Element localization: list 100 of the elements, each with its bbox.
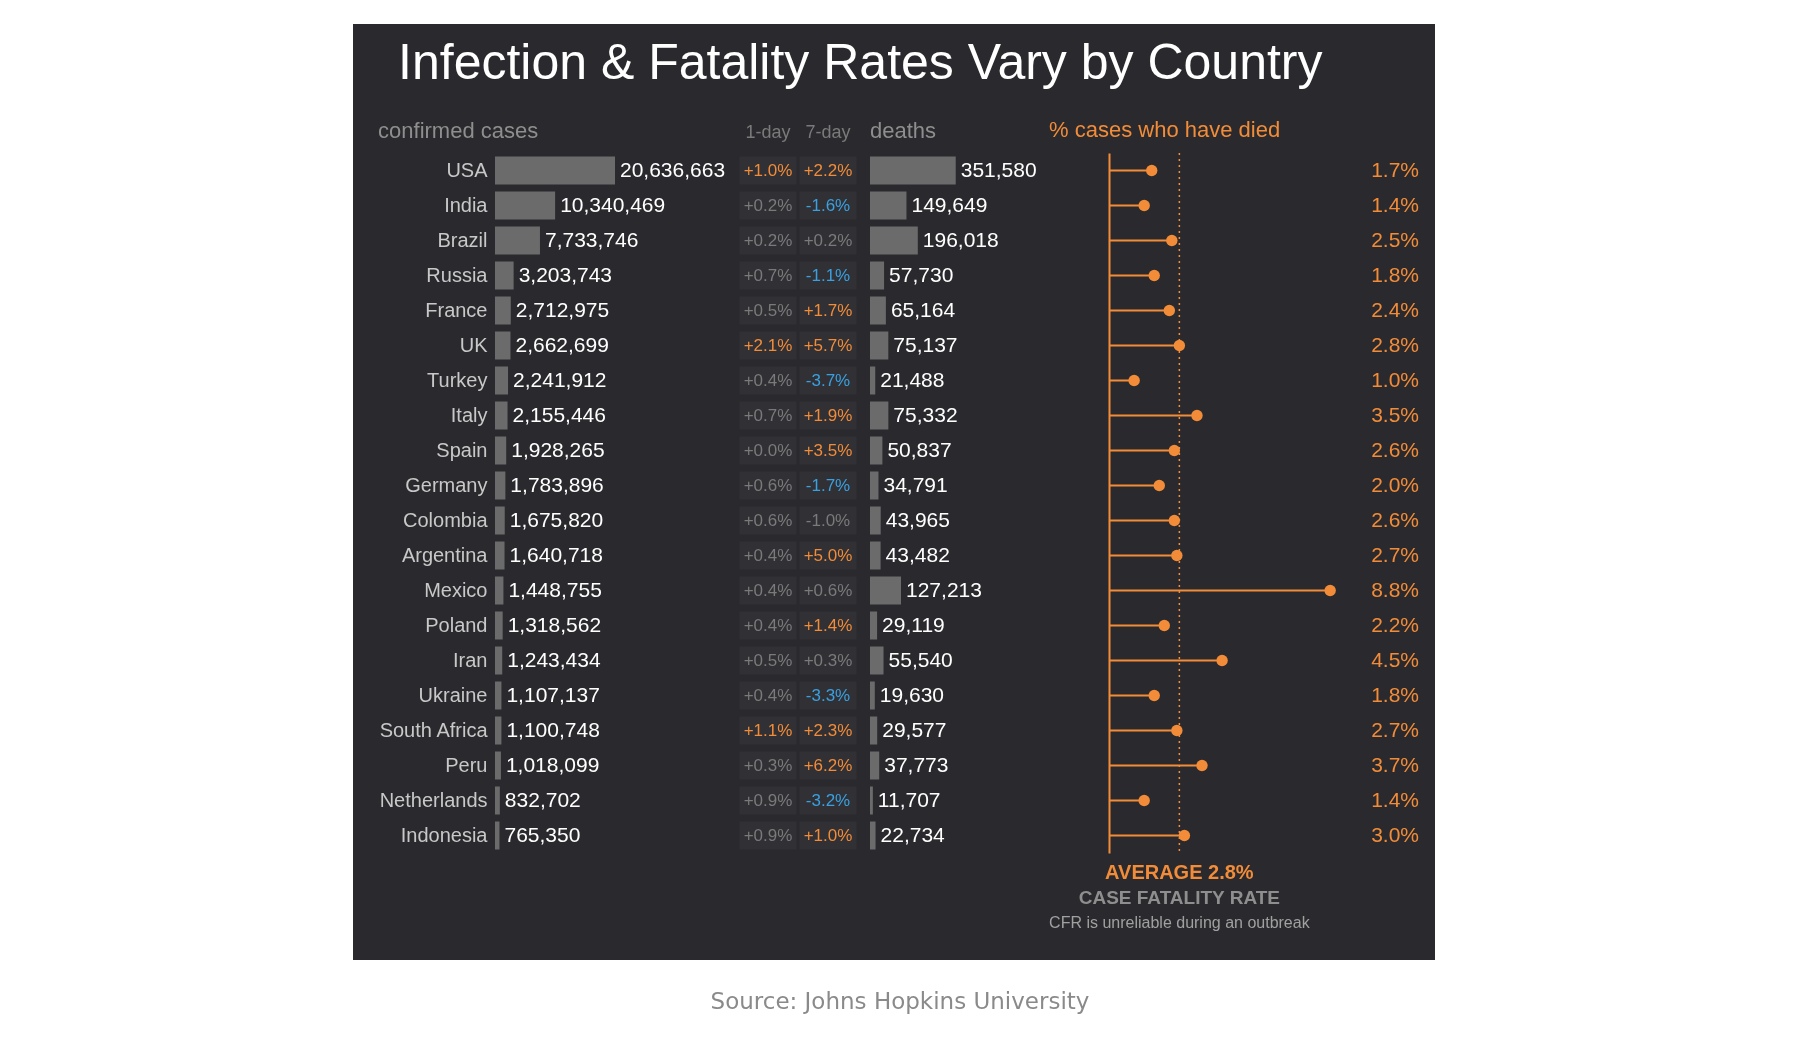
data-label: 1.4% bbox=[1371, 787, 1419, 811]
bar bbox=[870, 226, 918, 255]
bar bbox=[870, 296, 886, 325]
point bbox=[1166, 234, 1178, 247]
data-label: 3,203,743 bbox=[518, 262, 613, 286]
data-label: +0.2% bbox=[743, 195, 793, 215]
point bbox=[1216, 654, 1228, 667]
bar bbox=[495, 156, 615, 185]
data-label: +0.4% bbox=[743, 545, 793, 565]
y-tick-label: UK bbox=[459, 333, 489, 356]
data-label: 3.5% bbox=[1371, 402, 1419, 426]
data-label: 832,702 bbox=[504, 787, 581, 811]
data-label: +1.0% bbox=[803, 825, 853, 845]
data-label: 65,164 bbox=[890, 297, 956, 321]
x-tick-label: 1-day bbox=[745, 121, 791, 142]
data-label: 2.4% bbox=[1371, 297, 1419, 321]
data-label: +1.9% bbox=[803, 405, 853, 425]
data-label: +0.7% bbox=[743, 265, 793, 285]
y-tick-label: Iran bbox=[453, 648, 488, 671]
point bbox=[1148, 689, 1160, 702]
data-label: 29,119 bbox=[882, 612, 945, 636]
bar bbox=[870, 681, 875, 710]
data-label: +0.6% bbox=[743, 475, 793, 495]
point bbox=[1171, 549, 1183, 562]
bar bbox=[495, 436, 507, 465]
text: CASE FATALITY RATE bbox=[1078, 887, 1280, 908]
data-label: +0.2% bbox=[803, 230, 853, 250]
data-label: +0.4% bbox=[743, 370, 793, 390]
point bbox=[1138, 199, 1150, 212]
data-label: +3.5% bbox=[803, 440, 853, 460]
bar bbox=[870, 401, 889, 430]
data-label: 2,712,975 bbox=[515, 297, 610, 321]
ref-line-label: AVERAGE 2.8% bbox=[1105, 861, 1254, 883]
data-label: 1.7% bbox=[1371, 157, 1419, 181]
data-label: 11,707 bbox=[877, 787, 941, 811]
data-label: +2.2% bbox=[803, 160, 853, 180]
data-label: 19,630 bbox=[879, 682, 945, 706]
bar bbox=[495, 191, 556, 220]
y-tick-label: Peru bbox=[445, 753, 488, 776]
point bbox=[1153, 479, 1165, 492]
x-tick-label: 7-day bbox=[805, 121, 851, 142]
bar bbox=[495, 261, 514, 290]
data-label: 1.0% bbox=[1371, 367, 1419, 391]
chart-subtitle: deaths bbox=[870, 118, 937, 143]
point bbox=[1148, 269, 1160, 282]
data-label: 196,018 bbox=[922, 227, 999, 251]
chart-subtitle: % cases who have died bbox=[1049, 117, 1281, 143]
y-tick-label: Spain bbox=[436, 438, 488, 461]
y-tick-label: Italy bbox=[450, 403, 488, 426]
data-label: +0.4% bbox=[743, 685, 793, 705]
data-label: 1.8% bbox=[1371, 682, 1419, 706]
point bbox=[1158, 619, 1170, 632]
point bbox=[1191, 409, 1203, 422]
data-label: 22,734 bbox=[880, 822, 946, 846]
data-label: 3.7% bbox=[1371, 752, 1419, 776]
bar bbox=[870, 646, 884, 675]
point bbox=[1138, 794, 1150, 807]
data-label: 50,837 bbox=[887, 437, 952, 461]
bar bbox=[495, 751, 501, 780]
data-label: 2.6% bbox=[1371, 437, 1419, 461]
data-label: +0.6% bbox=[803, 580, 853, 600]
y-tick-label: Turkey bbox=[427, 368, 488, 391]
data-label: 2.6% bbox=[1371, 507, 1419, 531]
bar bbox=[495, 716, 502, 745]
data-label: -1.6% bbox=[805, 195, 851, 215]
data-label: 1,675,820 bbox=[509, 507, 604, 531]
data-label: +0.9% bbox=[743, 790, 793, 810]
data-label: 1,448,755 bbox=[508, 577, 602, 601]
bar bbox=[870, 331, 889, 360]
bar bbox=[495, 366, 509, 395]
data-label: 37,773 bbox=[884, 752, 949, 776]
data-label: 765,350 bbox=[504, 822, 581, 846]
data-label: 2.0% bbox=[1371, 472, 1419, 496]
data-label: 2.7% bbox=[1371, 542, 1419, 566]
data-label: +0.3% bbox=[803, 650, 853, 670]
data-label: 1,783,896 bbox=[510, 472, 604, 496]
chart-subtitle: confirmed cases bbox=[378, 118, 539, 143]
data-label: 34,791 bbox=[883, 472, 948, 496]
data-label: +0.7% bbox=[743, 405, 793, 425]
y-tick-label: Brazil bbox=[437, 228, 488, 251]
y-tick-label: France bbox=[425, 298, 488, 321]
y-tick-label: Indonesia bbox=[400, 823, 489, 846]
data-label: 127,213 bbox=[906, 577, 982, 601]
point bbox=[1168, 444, 1181, 457]
data-label: +0.2% bbox=[743, 230, 793, 250]
data-label: -3.7% bbox=[805, 370, 851, 390]
data-label: +0.5% bbox=[743, 650, 793, 670]
data-label: +5.0% bbox=[803, 545, 853, 565]
data-label: +6.2% bbox=[803, 755, 853, 775]
point bbox=[1173, 339, 1186, 352]
bar bbox=[495, 541, 505, 570]
y-tick-label: Germany bbox=[405, 473, 488, 496]
data-label: +1.4% bbox=[803, 615, 853, 635]
bar bbox=[495, 646, 503, 675]
text: Infection & Fatality Rates Vary by Country bbox=[398, 34, 1323, 91]
data-label: +0.0% bbox=[743, 440, 793, 460]
data-label: 1.8% bbox=[1371, 262, 1419, 286]
data-label: +0.9% bbox=[743, 825, 793, 845]
point bbox=[1196, 759, 1208, 772]
data-label: +0.6% bbox=[743, 510, 793, 530]
